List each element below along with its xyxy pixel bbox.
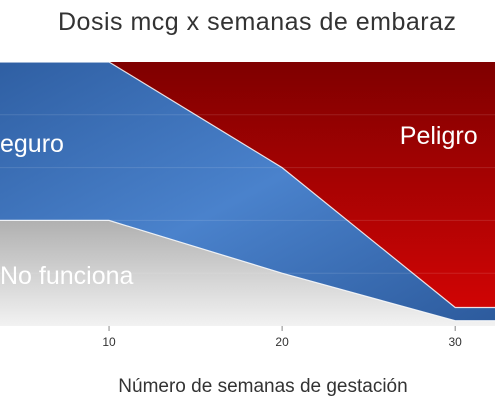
chart-areas — [0, 62, 495, 326]
background-gridlines — [0, 114, 495, 274]
x-tick-label: 20 — [275, 335, 289, 349]
region-label-peligro: Peligro — [400, 122, 478, 150]
x-tick-label: 30 — [449, 335, 463, 349]
chart-title: Dosis mcg x semanas de embaraz — [58, 8, 456, 36]
x-axis-title: Número de semanas de gestación — [118, 376, 407, 397]
boundary-no-funciona — [0, 219, 495, 322]
region-label-no-funciona: No funciona — [0, 262, 134, 290]
boundary-seguro — [0, 62, 495, 309]
x-axis-ticks: 10 20 30 — [102, 326, 462, 349]
region-label-eguro: eguro — [0, 130, 64, 158]
region-labels: eguro Peligro No funciona — [0, 122, 478, 290]
x-tick-label: 10 — [102, 335, 116, 349]
area-no-funciona — [0, 220, 495, 326]
